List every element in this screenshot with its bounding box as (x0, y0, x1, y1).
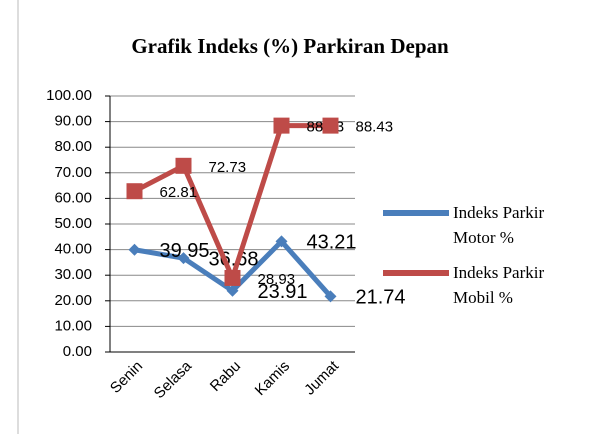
data-label: 88.43 (356, 119, 394, 136)
y-tick-label: 10.00 (54, 317, 92, 334)
data-label: 23.91 (258, 281, 308, 303)
data-label: 28.93 (258, 271, 296, 288)
x-tick-label: Jumat (301, 357, 342, 398)
data-label: 43.21 (307, 232, 357, 254)
marker (322, 117, 339, 134)
legend-item: Indeks Parkir Motor % (383, 200, 544, 250)
marker (175, 157, 192, 174)
x-tick-label: Selasa (151, 357, 196, 402)
chart-title: Grafik Indeks (%) Parkiran Depan (131, 34, 449, 58)
data-label: 72.73 (209, 159, 247, 176)
y-tick-label: 40.00 (54, 241, 92, 258)
y-tick-label: 80.00 (54, 138, 92, 155)
marker (273, 117, 290, 134)
x-tick-label: Rabu (207, 358, 244, 395)
y-tick-label: 70.00 (54, 164, 92, 181)
y-tick-label: 50.00 (54, 215, 92, 232)
data-label: 62.81 (160, 184, 198, 201)
legend-swatch (383, 270, 449, 276)
marker (128, 243, 141, 256)
marker (324, 290, 337, 303)
y-tick-label: 20.00 (54, 292, 92, 309)
x-tick-label: Senin (107, 358, 146, 397)
y-tick-label: 100.00 (46, 87, 92, 104)
y-tick-label: 60.00 (54, 189, 92, 206)
legend-item: Indeks Parkir Mobil % (383, 260, 544, 310)
y-tick-label: 90.00 (54, 113, 92, 130)
marker (177, 252, 190, 265)
y-tick-label: 30.00 (54, 266, 92, 283)
marker (126, 183, 143, 200)
marker (224, 269, 241, 286)
legend-swatch (383, 210, 449, 216)
marker (226, 284, 239, 297)
data-label: 39.95 (160, 240, 210, 262)
legend-label: Indeks Parkir Mobil % (453, 263, 545, 307)
data-label: 21.74 (356, 287, 406, 309)
y-tick-label: 0.00 (63, 343, 92, 360)
marker (275, 235, 288, 248)
legend-label: Indeks Parkir Motor % (453, 203, 545, 247)
x-tick-label: Kamis (252, 358, 293, 399)
